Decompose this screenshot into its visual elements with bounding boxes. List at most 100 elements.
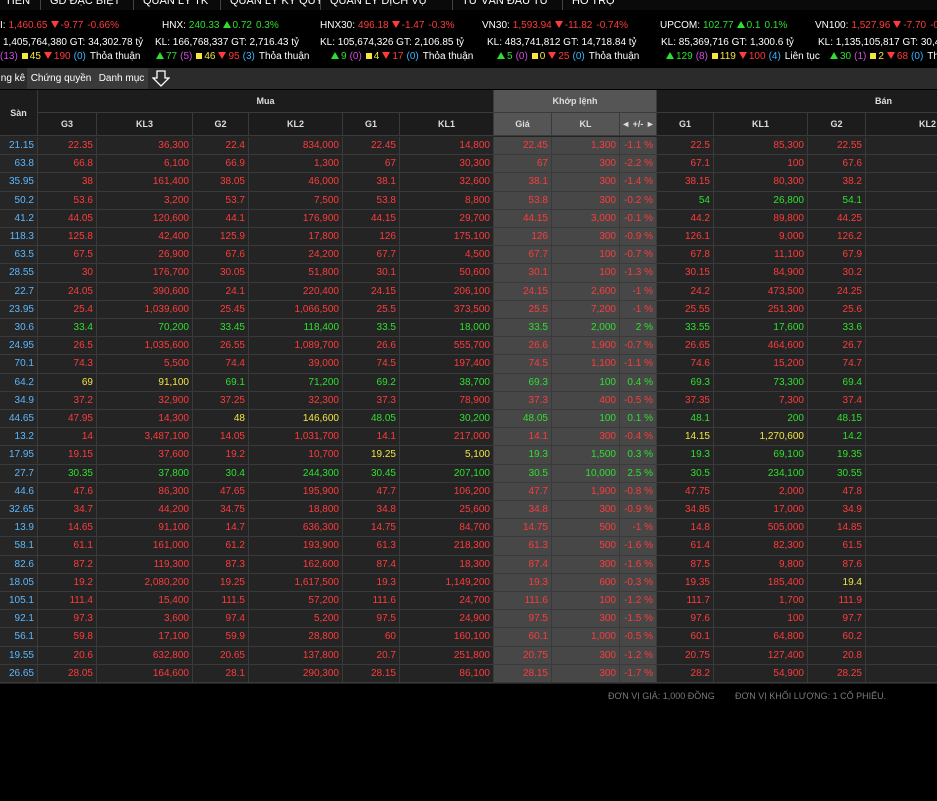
quote-cell: 33.55 [657, 319, 714, 338]
quote-cell: 19.25 [343, 446, 400, 465]
unchanged: 0 [539, 51, 546, 62]
collapse-icon[interactable] [152, 70, 170, 87]
quote-cell: 1,066,500 [249, 300, 343, 319]
quote-cell: 300 [552, 173, 620, 192]
floor-price: 92.1 [0, 610, 38, 629]
nav-item[interactable]: GD ĐẶC BIỆT [50, 0, 121, 7]
nav-item[interactable]: TIỀN [5, 0, 31, 7]
quote-cell: 6 [866, 410, 937, 429]
index-volume: KL: 105,674,326 GT: 2,106.85 tỷ [320, 37, 464, 48]
quote-cell: 126 [343, 228, 400, 247]
quote-cell: 34.75 [193, 501, 249, 520]
index-name: VN30: [482, 20, 510, 31]
nav-item[interactable]: QUẢN LÝ DỊCH VỤ [330, 0, 427, 7]
quote-cell: 37.3 [494, 391, 552, 410]
index-change: -9.77 [60, 20, 84, 31]
quote-cell: 464,600 [714, 337, 808, 356]
quote-cell: -1.6 % [620, 537, 657, 556]
quote-cell: 126.1 [657, 228, 714, 247]
column-header: KL [552, 113, 620, 136]
quote-cell: 51,800 [249, 264, 343, 283]
quote-cell: 61.2 [193, 537, 249, 556]
quote-cell: 111.7 [657, 592, 714, 611]
quote-cell: 1,500 [552, 446, 620, 465]
tab[interactable]: Danh mục [95, 68, 148, 89]
quote-cell: 1,900 [552, 337, 620, 356]
quote-cell: 22.45 [494, 137, 552, 156]
index-percent: -0.3% [428, 20, 455, 31]
quote-cell: 111.5 [193, 592, 249, 611]
quote-cell: 67.9 [808, 246, 866, 265]
quote-cell: 37.35 [657, 391, 714, 410]
nav-item[interactable]: TƯ VẤN ĐẦU TƯ [462, 0, 550, 7]
quote-cell: 1 [866, 191, 937, 210]
quote-cell: 22.55 [808, 137, 866, 156]
quote-cell: 193,900 [249, 537, 343, 556]
quote-cell: 5 [866, 355, 937, 374]
floor-count: (0) [73, 51, 86, 62]
index-change: 0.72 [232, 20, 252, 31]
quote-cell: 38 [866, 264, 937, 283]
quote-cell: 47.95 [38, 410, 97, 429]
quote-cell: 44.25 [808, 209, 866, 228]
floor-price: 56.1 [0, 628, 38, 647]
quote-cell: 44.15 [494, 209, 552, 228]
tab[interactable]: Chứng quyền [27, 68, 95, 89]
quote-cell: 3,600 [97, 610, 193, 629]
quote-cell: 20.8 [808, 646, 866, 665]
quote-cell: 47.75 [657, 482, 714, 501]
quote-cell: 1,149,200 [400, 573, 494, 592]
index-line: HNX30: 496.18 -1.47 -0.3% [320, 20, 455, 31]
quote-cell: 44,200 [97, 501, 193, 520]
quote-cell: 7,300 [714, 391, 808, 410]
quote-cell: 26.65 [657, 337, 714, 356]
index-change: -1.47 [401, 20, 425, 31]
quote-cell: 20.6 [38, 646, 97, 665]
quote-cell: 28.15 [343, 664, 400, 683]
quote-cell: 69.3 [657, 373, 714, 392]
quote-cell: 6 [866, 555, 937, 574]
quote-cell: 14.8 [657, 519, 714, 538]
quote-cell: 176,700 [97, 264, 193, 283]
quote-cell: 24,200 [249, 246, 343, 265]
index-arrow [554, 21, 563, 28]
quote-cell: -0.7 % [620, 246, 657, 265]
nav-item[interactable]: QUẢN LÝ TK [143, 0, 209, 7]
quote-cell: 111.6 [343, 592, 400, 611]
quote-cell: 28.2 [657, 664, 714, 683]
floor-price: 13.9 [0, 519, 38, 538]
quote-cell: -1 % [620, 519, 657, 538]
quote-cell: 8,800 [400, 191, 494, 210]
quote-cell: 30.45 [343, 464, 400, 483]
quote-cell: 19.4 [808, 573, 866, 592]
quote-cell: 26,900 [97, 246, 193, 265]
tab[interactable]: ng kê [0, 68, 26, 89]
quote-cell: 19.35 [808, 446, 866, 465]
unchanged: 4 [373, 51, 380, 62]
quote-cell: 33.6 [808, 319, 866, 338]
ceiling-count: (0) [349, 51, 362, 62]
quote-cell: 2,080,200 [97, 573, 193, 592]
quote-cell: 30.4 [193, 464, 249, 483]
quote-cell: 300 [552, 191, 620, 210]
index-name: HNX30: [320, 20, 356, 31]
floor-count: (0) [572, 51, 585, 62]
nav-item[interactable]: QUẢN LÝ KÝ QUỸ [230, 0, 323, 7]
quote-cell: 24.15 [494, 282, 552, 301]
quote-cell: 24.2 [657, 282, 714, 301]
quote-cell: 2 % [620, 319, 657, 338]
quote-cell: 61.4 [657, 537, 714, 556]
buy-header: Mua [38, 90, 494, 113]
quote-cell: 30.35 [38, 464, 97, 483]
quote-cell: 67.1 [657, 155, 714, 174]
quote-cell: -0.5 % [620, 628, 657, 647]
quote-cell: -0.3 % [620, 573, 657, 592]
nav-item[interactable]: HỖ TRỢ [572, 0, 616, 7]
quote-cell: 69.1 [193, 373, 249, 392]
session-status: Thỏa thuận [258, 51, 310, 62]
quote-cell: 53.8 [494, 191, 552, 210]
floor-price: 63.8 [0, 155, 38, 174]
quote-cell: 165 [866, 337, 937, 356]
quote-cell: 97.7 [808, 610, 866, 629]
quote-cell: 14.65 [38, 519, 97, 538]
